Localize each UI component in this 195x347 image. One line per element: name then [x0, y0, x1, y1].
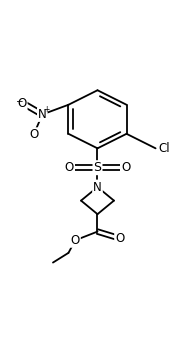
Text: O: O: [115, 232, 124, 245]
Text: O: O: [17, 97, 27, 110]
Text: N: N: [38, 108, 47, 121]
Text: −: −: [15, 96, 23, 105]
Text: O: O: [121, 161, 130, 174]
Text: O: O: [71, 234, 80, 247]
Text: +: +: [43, 104, 50, 113]
Text: N: N: [93, 180, 102, 194]
Text: O: O: [29, 128, 38, 141]
Text: Cl: Cl: [159, 142, 170, 155]
Text: S: S: [93, 161, 102, 174]
Text: O: O: [65, 161, 74, 174]
